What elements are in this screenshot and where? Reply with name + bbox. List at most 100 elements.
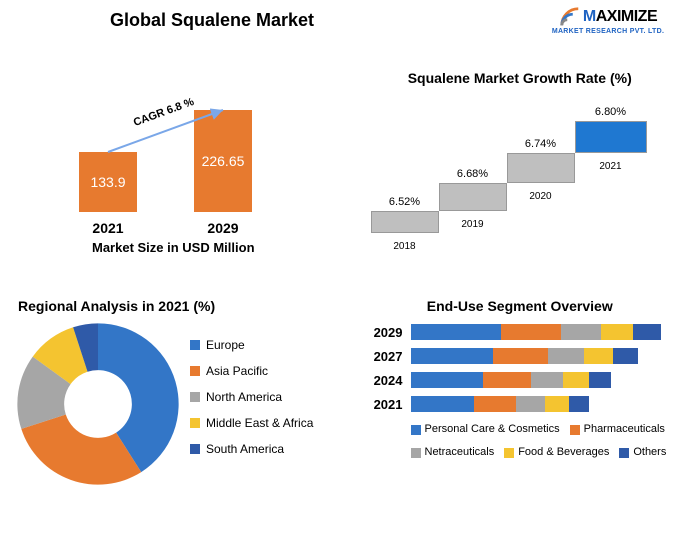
- logo-m: M: [583, 8, 596, 25]
- legend-swatch-icon: [190, 392, 200, 402]
- legend-label: Others: [633, 443, 666, 463]
- end-use-bar: [411, 348, 638, 364]
- end-use-segment: [411, 372, 483, 388]
- logo-text1: AXIMIZE: [596, 8, 657, 25]
- legend-item: Others: [619, 443, 666, 463]
- growth-value-label: 6.68%: [439, 168, 507, 180]
- legend-swatch-icon: [570, 425, 580, 435]
- end-use-segment: [501, 324, 561, 340]
- legend-swatch-icon: [190, 340, 200, 350]
- end-use-segment: [474, 396, 516, 412]
- growth-bar: [371, 211, 439, 233]
- end-use-segment: [411, 396, 474, 412]
- legend-item: Pharmaceuticals: [570, 420, 665, 440]
- end-use-row: 2027: [361, 348, 680, 364]
- page-title: Global Squalene Market: [110, 10, 314, 31]
- end-use-row: 2024: [361, 372, 680, 388]
- legend-label: Personal Care & Cosmetics: [425, 420, 560, 440]
- end-use-segment: [633, 324, 661, 340]
- end-use-segment: [613, 348, 638, 364]
- legend-label: Europe: [206, 339, 245, 351]
- end-use-segment: [563, 372, 589, 388]
- growth-value-label: 6.74%: [507, 138, 575, 150]
- legend-item: Personal Care & Cosmetics: [411, 420, 560, 440]
- end-use-segment: [545, 396, 569, 412]
- end-use-segment: [548, 348, 584, 364]
- regional-title: Regional Analysis in 2021 (%): [18, 298, 333, 314]
- legend-item: South America: [190, 443, 313, 455]
- end-use-year-label: 2021: [361, 397, 403, 412]
- legend-item: North America: [190, 391, 313, 403]
- growth-rate-plot: 6.52% 2018 6.68% 2019 6.74% 2020 6.80% 2021: [361, 92, 680, 257]
- end-use-segment: [531, 372, 563, 388]
- market-size-plot: 133.92021226.652029 CAGR 6.8 %: [14, 68, 333, 238]
- logo-text2: MARKET RESEARCH PVT. LTD.: [523, 28, 693, 35]
- end-use-year-label: 2027: [361, 349, 403, 364]
- brand-logo: MAXIMIZE MARKET RESEARCH PVT. LTD.: [523, 6, 693, 35]
- growth-step: 6.68% 2019: [439, 168, 507, 230]
- growth-bar: [575, 121, 647, 153]
- legend-item: Netraceuticals: [411, 443, 495, 463]
- end-use-bar: [411, 372, 611, 388]
- header: Global Squalene Market MAXIMIZE MARKET R…: [0, 6, 693, 62]
- end-use-year-label: 2024: [361, 373, 403, 388]
- donut-wrap: [14, 320, 182, 488]
- end-use-year-label: 2029: [361, 325, 403, 340]
- market-size-chart: 133.92021226.652029 CAGR 6.8 % Market Si…: [0, 60, 347, 280]
- end-use-segment: [516, 396, 545, 412]
- end-use-rows: 2029 2027 2024 2021: [361, 324, 680, 412]
- growth-rate-chart: Squalene Market Growth Rate (%) 6.52%201…: [347, 60, 693, 280]
- legend-label: Middle East & Africa: [206, 417, 313, 429]
- legend-swatch-icon: [411, 425, 421, 435]
- cagr-arrow-icon: [14, 68, 334, 238]
- end-use-row: 2021: [361, 396, 680, 412]
- legend-label: Asia Pacific: [206, 365, 268, 377]
- growth-year-label: 2018: [371, 241, 439, 252]
- growth-year-label: 2020: [507, 191, 575, 202]
- end-use-bar: [411, 396, 589, 412]
- legend-item: Asia Pacific: [190, 365, 313, 377]
- end-use-segment: [584, 348, 613, 364]
- growth-value-label: 6.80%: [575, 106, 647, 118]
- legend-swatch-icon: [411, 448, 421, 458]
- market-size-subtitle: Market Size in USD Million: [14, 240, 333, 255]
- end-use-segment: [493, 348, 548, 364]
- legend-swatch-icon: [190, 418, 200, 428]
- end-use-segment: [411, 324, 501, 340]
- legend-label: North America: [206, 391, 282, 403]
- growth-year-label: 2021: [575, 161, 647, 172]
- legend-label: South America: [206, 443, 284, 455]
- growth-step: 6.80% 2021: [575, 106, 647, 172]
- end-use-segment: [589, 372, 611, 388]
- growth-step: 6.74% 2020: [507, 138, 575, 202]
- legend-swatch-icon: [504, 448, 514, 458]
- growth-bar: [507, 153, 575, 183]
- end-use-chart: End-Use Segment Overview 202920272024202…: [347, 290, 693, 530]
- regional-chart: Regional Analysis in 2021 (%) Europe Asia…: [0, 290, 347, 530]
- legend-item: Food & Beverages: [504, 443, 609, 463]
- growth-year-label: 2019: [439, 219, 507, 230]
- legend-item: Europe: [190, 339, 313, 351]
- donut-slice: [21, 414, 141, 484]
- legend-label: Netraceuticals: [425, 443, 495, 463]
- legend-label: Food & Beverages: [518, 443, 609, 463]
- legend-swatch-icon: [190, 366, 200, 376]
- donut-icon: [14, 320, 182, 488]
- end-use-row: 2029: [361, 324, 680, 340]
- legend-swatch-icon: [190, 444, 200, 454]
- end-use-segment: [483, 372, 531, 388]
- end-use-segment: [569, 396, 589, 412]
- legend-label: Pharmaceuticals: [584, 420, 665, 440]
- growth-value-label: 6.52%: [371, 196, 439, 208]
- growth-step: 6.52% 2018: [371, 196, 439, 252]
- legend-item: Middle East & Africa: [190, 417, 313, 429]
- end-use-segment: [601, 324, 633, 340]
- logo-arcs-icon: [559, 6, 581, 28]
- legend-swatch-icon: [619, 448, 629, 458]
- growth-rate-title: Squalene Market Growth Rate (%): [361, 70, 680, 86]
- end-use-bar: [411, 324, 661, 340]
- end-use-segment: [561, 324, 601, 340]
- end-use-title: End-Use Segment Overview: [361, 298, 680, 314]
- growth-bar: [439, 183, 507, 211]
- end-use-legend: Personal Care & Cosmetics Pharmaceuticals…: [361, 420, 680, 465]
